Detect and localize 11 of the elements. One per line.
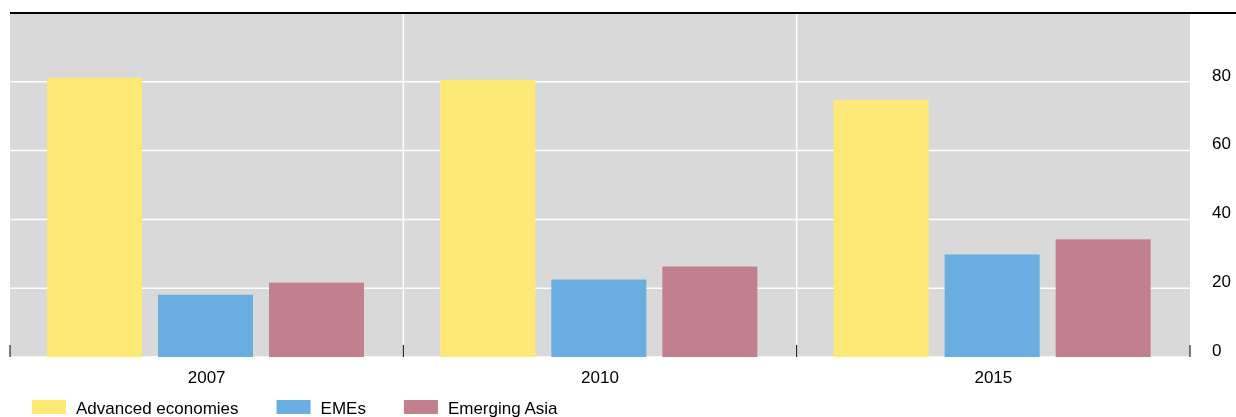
- y-tick-label: 20: [1212, 272, 1231, 291]
- legend-label: EMEs: [320, 399, 366, 417]
- legend-label: Advanced economies: [76, 399, 239, 417]
- y-tick-label: 60: [1212, 134, 1231, 154]
- y-tick-label: 0: [1212, 340, 1222, 360]
- x-tick-label: 2007: [187, 368, 226, 388]
- y-tick-label: 80: [1212, 65, 1231, 85]
- x-tick-label: 2015: [974, 368, 1013, 388]
- y-tick-label: 40: [1212, 203, 1231, 223]
- x-tick-label: 2010: [581, 368, 619, 388]
- legend-label: Emerging Asia: [447, 399, 559, 417]
